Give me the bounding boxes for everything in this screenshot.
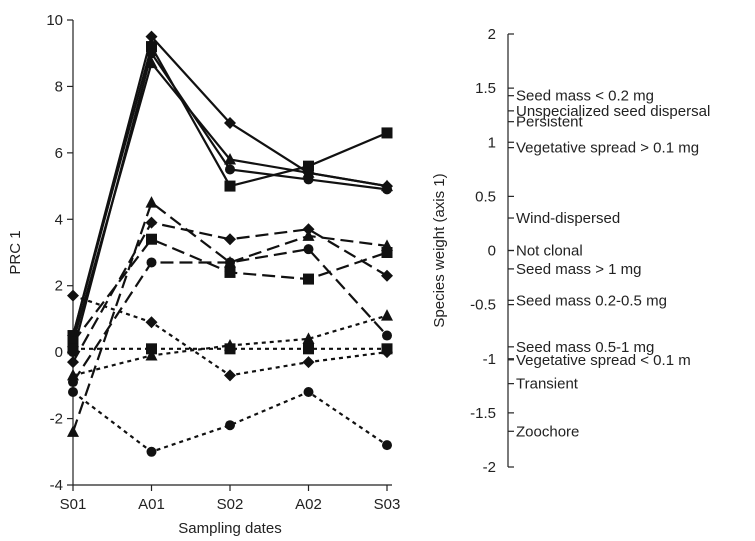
trait-label: Transient	[516, 376, 579, 393]
x-tick-label: A01	[138, 496, 165, 513]
circle-marker	[225, 257, 235, 268]
square-marker	[67, 330, 79, 342]
square-marker	[381, 127, 393, 139]
circle-marker	[303, 387, 314, 397]
y-tick-label: 0	[488, 243, 496, 260]
y-tick-label: 10	[46, 12, 63, 29]
series-11	[67, 309, 393, 381]
diamond-marker	[224, 233, 236, 246]
x-tick-label: S01	[60, 496, 87, 513]
diamond-marker	[302, 223, 315, 236]
diamond-marker	[224, 369, 236, 382]
y-tick-label: 2	[55, 278, 63, 295]
square-marker	[224, 180, 236, 192]
circle-marker	[303, 174, 314, 185]
y-axis-title: PRC 1	[7, 230, 24, 274]
y-tick-label: 0.5	[475, 188, 496, 205]
y-tick-label: 4	[55, 211, 63, 228]
trait-label: Seed mass > 1 mg	[516, 261, 641, 278]
square-marker	[146, 41, 157, 53]
trait-label: Seed mass 0.5-1 mg	[516, 339, 654, 356]
triangle-marker	[224, 339, 236, 351]
trait-label: Vegetative spread < 0.1 m	[516, 352, 691, 369]
y-tick-label: -0.5	[470, 297, 496, 314]
triangle-marker	[302, 332, 315, 344]
triangle-marker	[381, 309, 393, 321]
square-marker	[303, 160, 314, 172]
circle-marker	[225, 420, 235, 431]
circle-marker	[146, 257, 157, 268]
y-tick-label: 0	[55, 344, 63, 361]
circle-marker	[382, 440, 392, 451]
species-weight-panel: -2 -1.5 -1 -0.5 0 0.5 1 1.5 2 Species weight (axi…	[431, 26, 710, 476]
diamond-marker	[145, 316, 158, 329]
circle-marker	[146, 446, 157, 457]
circle-marker	[382, 330, 392, 341]
diamond-marker	[302, 356, 315, 369]
diamond-marker	[381, 269, 393, 282]
diamond-marker	[145, 216, 158, 229]
prc-panel: -4 -2 0 2 4 6 8 10 S01 A01 S02 A02 S03 Sampling dates…	[7, 12, 400, 537]
y-tick-label: -4	[50, 477, 63, 494]
diamond-marker	[67, 356, 79, 369]
triangle-marker	[302, 166, 315, 178]
square-marker	[224, 266, 236, 278]
square-marker	[303, 273, 314, 285]
trait-label: Not clonal	[516, 243, 583, 260]
series-4	[68, 48, 392, 358]
square-marker	[67, 336, 79, 348]
series-8	[68, 244, 392, 388]
square-marker	[381, 247, 393, 258]
series-2	[67, 41, 393, 342]
trait-label: Wind-dispersed	[516, 210, 620, 227]
circle-marker	[303, 244, 314, 255]
series-line	[71, 60, 388, 343]
trait-label: Zoochore	[516, 423, 579, 440]
y-tick-label: -2	[483, 459, 496, 476]
triangle-marker	[67, 425, 79, 437]
species-weight-axis-title: Species weight (axis 1)	[431, 173, 448, 327]
y-tick-label: -2	[50, 411, 63, 428]
trait-label: Unspecialized seed dispersal	[516, 103, 710, 120]
y-tick-label: 1	[488, 134, 496, 151]
x-tick-label: S02	[217, 496, 244, 513]
diamond-marker	[67, 289, 79, 302]
series-line	[72, 237, 388, 343]
triangle-marker	[145, 348, 158, 361]
series-7	[67, 233, 393, 348]
y-tick-label: -1	[483, 351, 496, 368]
x-tick-label: A02	[295, 496, 322, 513]
circle-marker	[146, 48, 157, 59]
square-marker	[303, 343, 314, 355]
series-line	[72, 390, 388, 454]
circle-marker	[382, 184, 392, 195]
circle-marker	[68, 387, 78, 397]
square-marker	[67, 343, 79, 355]
y-tick-label: -1.5	[470, 405, 496, 422]
series-6	[67, 216, 393, 369]
series-line	[71, 50, 388, 353]
series-12	[68, 387, 392, 457]
y-tick-label: 6	[55, 145, 63, 162]
square-marker	[146, 343, 157, 355]
square-marker	[381, 343, 393, 355]
triangle-marker	[224, 153, 236, 165]
y-tick-label: 1.5	[475, 80, 496, 97]
diamond-marker	[145, 30, 158, 43]
series-line	[71, 200, 388, 433]
trait-label: Persistent	[516, 114, 584, 131]
circle-marker	[225, 164, 235, 175]
trait-label: Vegetative spread > 0.1 mg	[516, 140, 699, 157]
triangle-marker	[145, 196, 158, 208]
y-tick-label: 8	[55, 78, 63, 95]
square-marker	[146, 233, 157, 245]
diamond-marker	[224, 116, 236, 129]
triangle-marker	[67, 368, 79, 381]
x-axis-title: Sampling dates	[178, 520, 281, 537]
trait-label: Seed mass < 0.2 mg	[516, 88, 654, 105]
trait-label: Seed mass 0.2-0.5 mg	[516, 292, 667, 309]
y-tick-label: 2	[488, 26, 496, 43]
x-tick-label: S03	[374, 496, 401, 513]
